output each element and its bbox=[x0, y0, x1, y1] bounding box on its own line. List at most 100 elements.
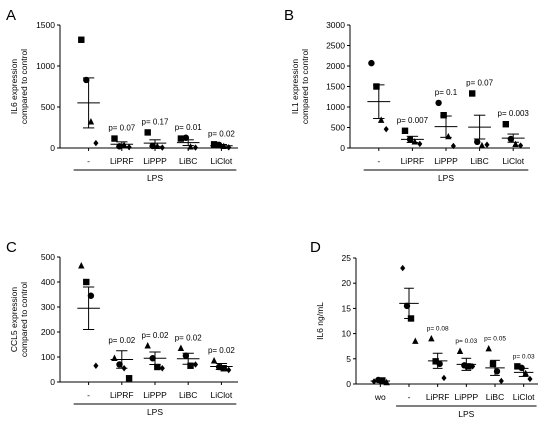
data-point-diamond bbox=[226, 144, 232, 151]
y-tick-label: 0 bbox=[50, 143, 55, 153]
data-point-diamond bbox=[226, 366, 232, 374]
x-category-label: LiBC bbox=[486, 392, 504, 402]
data-point-diamond bbox=[126, 143, 132, 151]
x-category-label: LiPPP bbox=[455, 392, 479, 402]
data-point-triangle bbox=[87, 118, 95, 125]
y-tick-label: 15 bbox=[342, 303, 352, 313]
data-point-square bbox=[111, 135, 118, 142]
x-category-label: LiClot bbox=[211, 390, 233, 400]
y-tick-label: 25 bbox=[342, 253, 352, 263]
panel-C: C 0 100 200 300 400 500 CCL5 expression compared… bbox=[6, 239, 238, 417]
panel-letter: D bbox=[310, 239, 321, 256]
x-category-label: - bbox=[377, 156, 380, 166]
data-point-triangle bbox=[187, 143, 194, 150]
y-tick-label: 200 bbox=[41, 327, 55, 337]
p-value-label: p= 0.17 bbox=[142, 117, 169, 126]
data-point-square bbox=[469, 90, 476, 97]
x-category-label: LiPPP bbox=[434, 156, 458, 166]
x-category-label: wo bbox=[374, 392, 386, 402]
data-point-triangle bbox=[377, 116, 385, 123]
data-point-triangle bbox=[428, 334, 435, 342]
p-value-label: p= 0.003 bbox=[498, 109, 530, 118]
data-point-triangle bbox=[210, 357, 218, 364]
data-point-triangle bbox=[411, 138, 418, 145]
x-category-label: LiClot bbox=[502, 156, 524, 166]
data-point-circle bbox=[493, 368, 501, 375]
data-point-circle bbox=[87, 292, 95, 299]
p-value-label: p= 0.07 bbox=[108, 124, 135, 133]
data-point-square bbox=[220, 365, 227, 372]
data-point-circle bbox=[83, 76, 90, 84]
y-tick-label: 300 bbox=[41, 302, 55, 312]
data-point-triangle bbox=[144, 342, 151, 349]
data-point-diamond bbox=[192, 144, 199, 151]
panel-letter: A bbox=[6, 7, 16, 24]
x-category-label: LiClot bbox=[513, 392, 535, 402]
y-axis-title: compared to control bbox=[19, 49, 29, 124]
data-point-triangle bbox=[522, 369, 529, 377]
group-label: LPS bbox=[458, 409, 474, 419]
data-point-triangle bbox=[220, 142, 227, 150]
data-point-square bbox=[401, 127, 409, 134]
data-point-square bbox=[432, 358, 439, 365]
x-category-label: LiBC bbox=[179, 156, 197, 166]
x-category-label: - bbox=[87, 390, 90, 400]
y-tick-label: 500 bbox=[331, 123, 345, 133]
p-value-label: p= 0.02 bbox=[142, 331, 169, 340]
p-value-label: p= 0.03 bbox=[513, 353, 535, 360]
x-category-label: LiPRF bbox=[110, 390, 134, 400]
y-tick-label: 20 bbox=[342, 278, 352, 288]
y-tick-label: 400 bbox=[41, 277, 55, 287]
data-point-diamond bbox=[498, 377, 504, 385]
y-tick-label: 100 bbox=[41, 352, 55, 362]
panel-D: D 0 5 10 15 20 25 IL6 ng/mL wo - LiPRF LiPPP LiBC LiC… bbox=[310, 239, 538, 419]
data-point-square bbox=[78, 36, 85, 43]
data-point-triangle bbox=[445, 132, 452, 140]
data-point-diamond bbox=[470, 363, 476, 370]
x-category-label: LiPPP bbox=[143, 156, 167, 166]
data-point-triangle bbox=[478, 141, 486, 149]
data-point-diamond bbox=[484, 141, 490, 148]
data-point-square bbox=[154, 363, 161, 371]
y-tick-label: 2500 bbox=[326, 41, 345, 51]
y-tick-label: 0 bbox=[50, 377, 55, 387]
data-point-diamond bbox=[121, 365, 127, 372]
x-category-label: - bbox=[408, 392, 411, 402]
p-value-label: p= 0.02 bbox=[208, 346, 235, 355]
y-tick-label: 10 bbox=[342, 329, 352, 339]
p-value-label: p= 0.02 bbox=[175, 333, 202, 342]
data-point-circle bbox=[182, 134, 190, 141]
panel-A: A 0 500 1000 1500 IL6 expression compared to c… bbox=[6, 7, 238, 183]
data-point-circle bbox=[518, 364, 525, 372]
x-category-label: LiClot bbox=[211, 156, 233, 166]
data-point-square bbox=[210, 141, 218, 148]
y-tick-label: 1000 bbox=[326, 102, 345, 112]
data-point-circle bbox=[116, 143, 123, 150]
data-point-diamond bbox=[192, 361, 199, 368]
y-tick-label: 500 bbox=[41, 252, 55, 262]
data-point-square bbox=[187, 362, 194, 369]
y-tick-label: 0 bbox=[346, 379, 351, 389]
p-value-label: p= 0.05 bbox=[484, 336, 506, 343]
p-value-label: p= 0.007 bbox=[397, 116, 429, 125]
data-point-diamond bbox=[159, 144, 165, 151]
data-point-circle bbox=[435, 99, 442, 107]
data-point-triangle bbox=[412, 337, 419, 344]
data-point-diamond bbox=[518, 142, 524, 149]
data-point-square bbox=[407, 315, 415, 322]
data-point-square bbox=[514, 363, 521, 370]
data-point-diamond bbox=[159, 365, 165, 372]
y-tick-label: 2000 bbox=[326, 61, 345, 71]
y-tick-label: 3000 bbox=[326, 20, 345, 30]
x-category-label: LiPPP bbox=[143, 390, 167, 400]
data-point-square bbox=[465, 363, 472, 370]
group-label: LPS bbox=[147, 407, 163, 417]
data-point-diamond bbox=[93, 362, 99, 369]
data-point-circle bbox=[406, 136, 414, 143]
y-axis-title: IL1 expression bbox=[290, 59, 300, 115]
data-point-circle bbox=[403, 302, 411, 310]
data-point-circle bbox=[149, 355, 156, 362]
panel-letter: C bbox=[6, 239, 17, 256]
data-point-square bbox=[379, 377, 386, 384]
panel-letter: B bbox=[284, 7, 294, 24]
